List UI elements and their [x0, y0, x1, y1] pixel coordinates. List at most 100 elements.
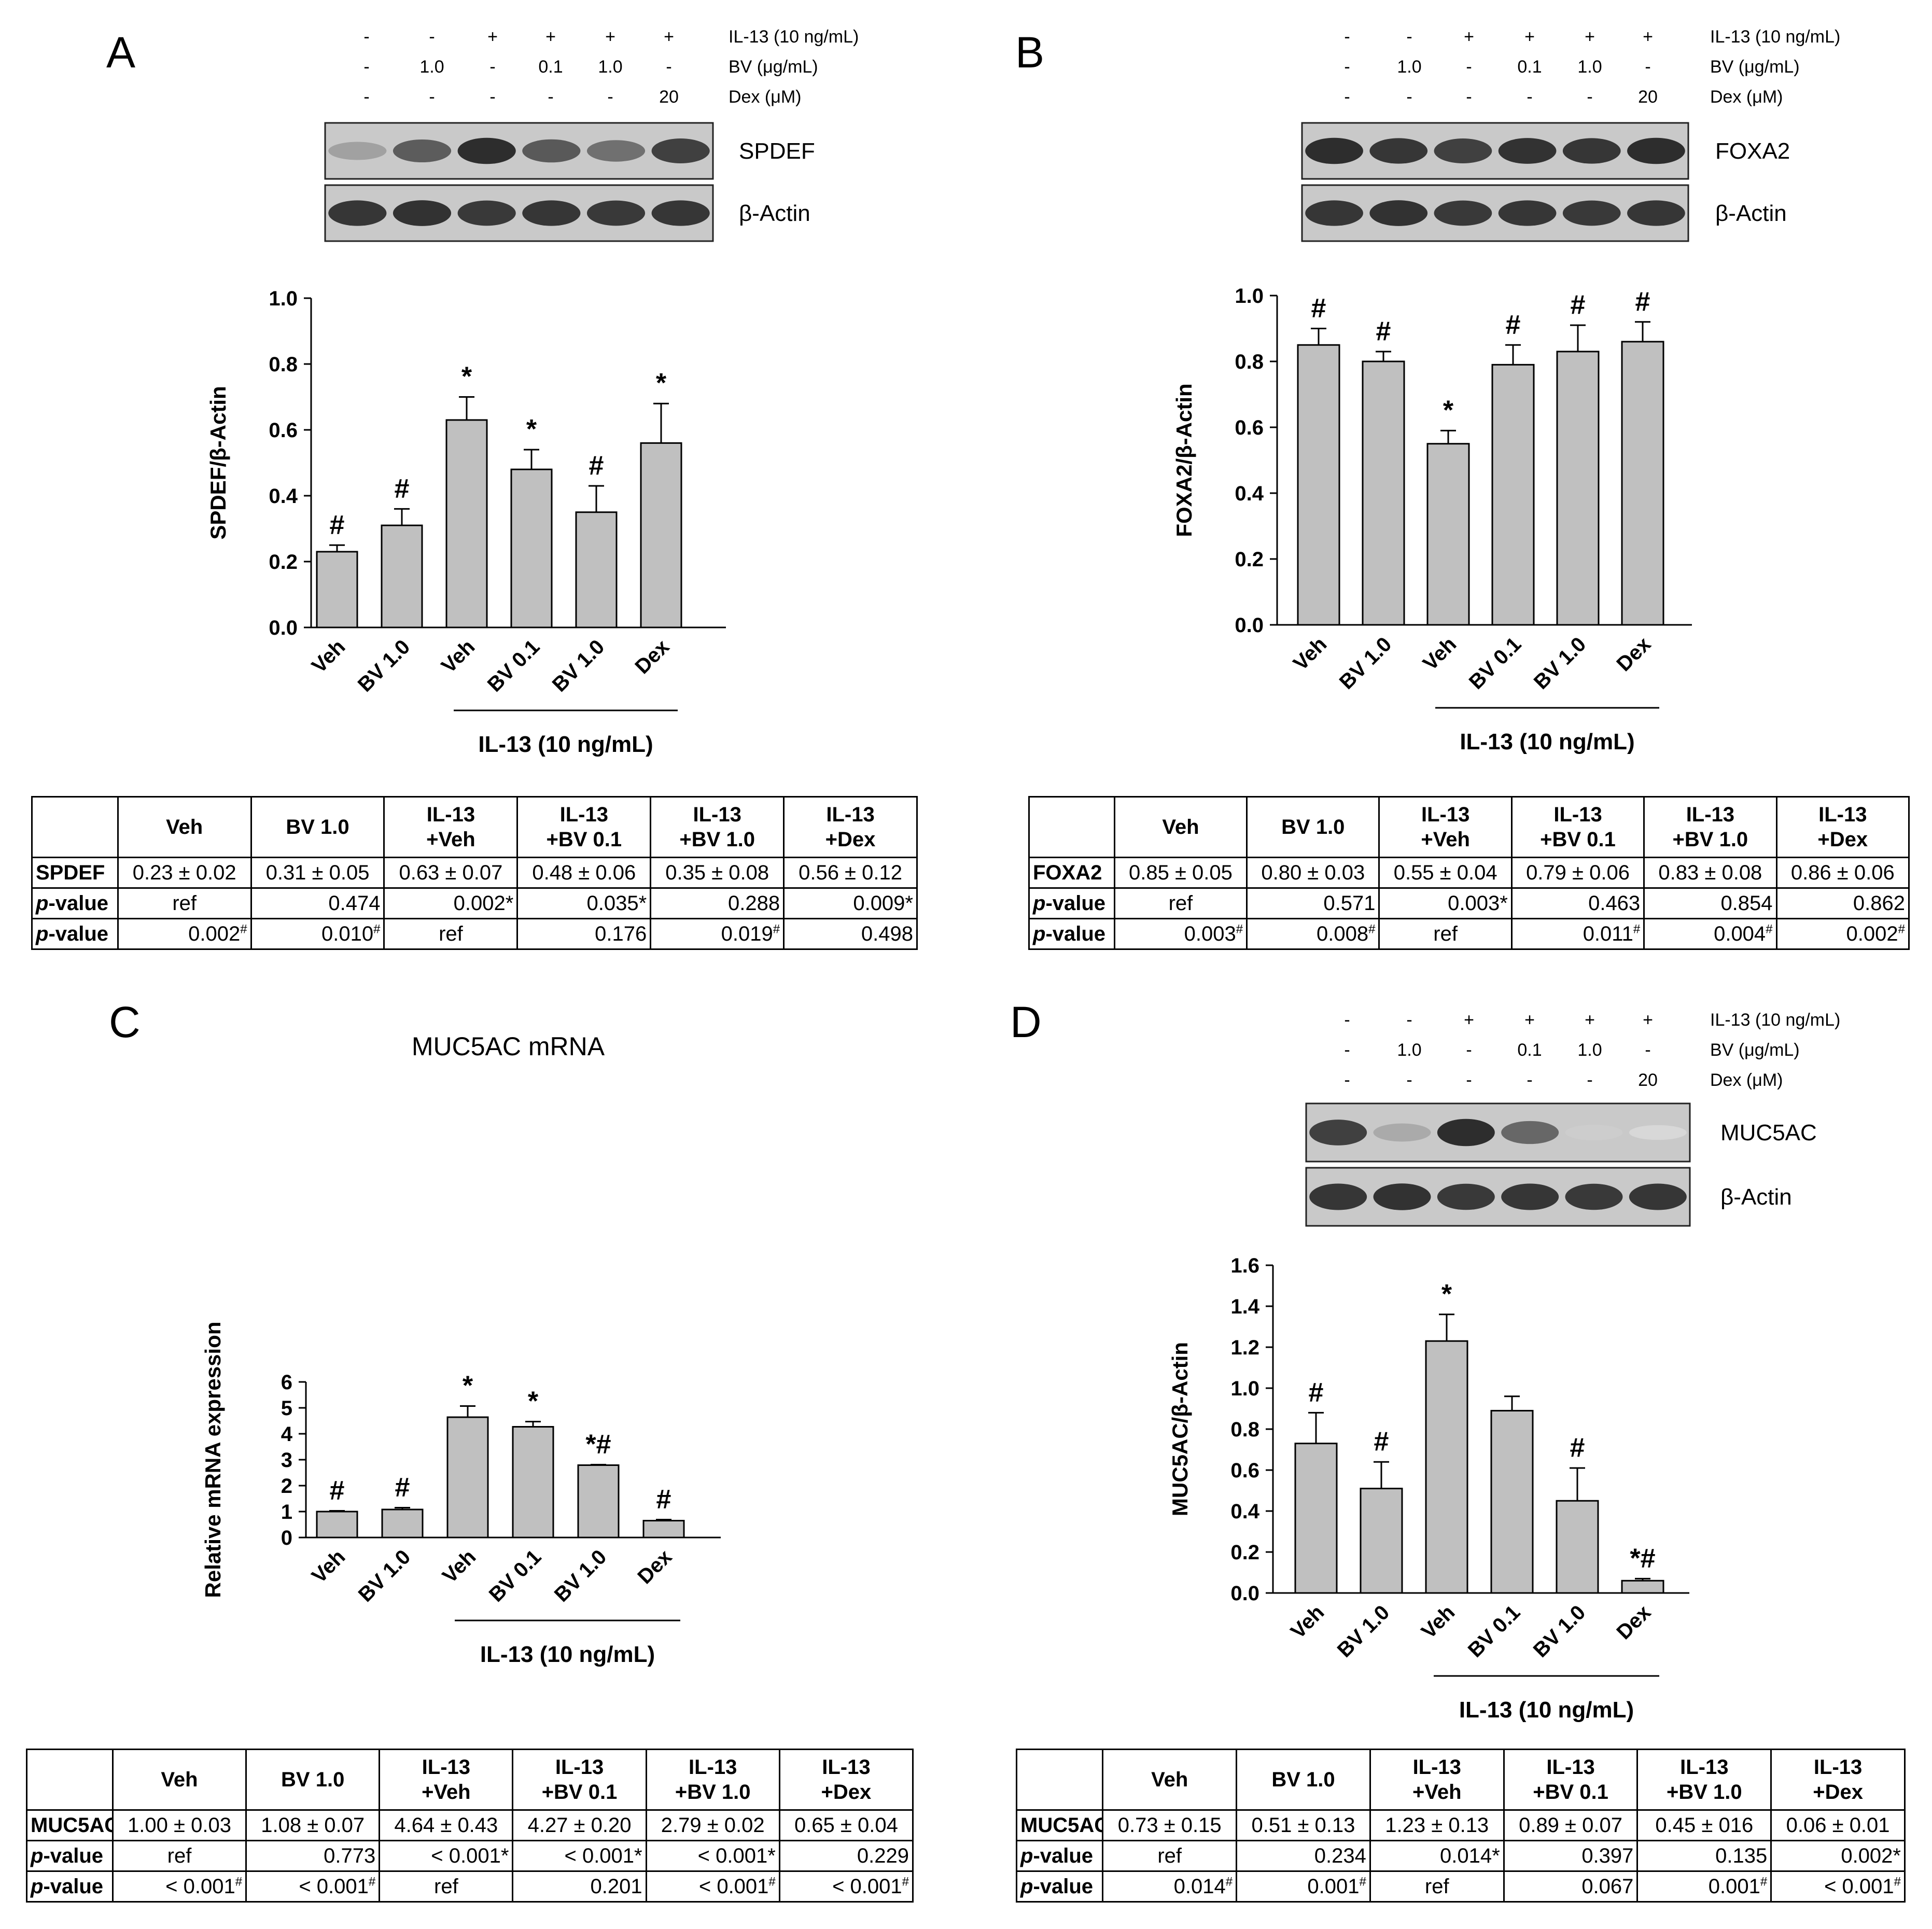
x-tick-label: BV 1.0: [550, 1545, 611, 1606]
blot-loading-label: β-Actin: [739, 201, 810, 226]
table-cell: 0.001#: [1636, 1870, 1772, 1903]
treatment-cell: -: [1406, 1010, 1412, 1030]
table-cell: 0.463: [1510, 887, 1645, 919]
bar: [1621, 341, 1664, 626]
table-header-text: IL-13 +BV 1.0: [1672, 803, 1748, 851]
table-cell: 0.23 ± 0.02: [117, 857, 252, 889]
table-cell: 0.229: [778, 1840, 914, 1872]
treatment-cell: -: [1527, 87, 1532, 107]
y-tick-label: 0.0: [269, 617, 298, 639]
x-tick-label: Veh: [307, 1545, 349, 1587]
blot-target: [324, 122, 714, 180]
treatment-label: BV (μg/mL): [729, 57, 818, 77]
table-row: SPDEF 0.23 ± 0.02 0.31 ± 0.05 0.63 ± 0.07 0.…: [31, 857, 918, 889]
treatment-cell: +: [1585, 27, 1595, 47]
table-header-cell: BV 1.0: [1236, 1749, 1371, 1811]
treatment-label: IL-13 (10 ng/mL): [729, 27, 859, 47]
panel-c: C MUC5AC mRNA 0 1 2 3 4 5 6 Relative mRNA express…: [0, 964, 966, 1929]
blot-band: [1501, 1121, 1559, 1144]
table-cell: 0.80 ± 0.03: [1246, 857, 1380, 889]
y-tick-label: 0.4: [269, 485, 298, 508]
table-cell: 0.001#: [1236, 1870, 1371, 1903]
table-header-row: Veh BV 1.0 IL-13 +Veh IL-13 +BV 0.1 IL-13 +B…: [26, 1749, 914, 1811]
table-header-cell: IL-13 +BV 1.0: [1643, 796, 1777, 858]
significance-mark: *: [463, 1371, 473, 1401]
treatment-cell: -: [429, 87, 435, 107]
blot-band: [1498, 138, 1557, 164]
bar: [577, 1464, 620, 1539]
treatment-cell: 0.1: [1517, 1040, 1542, 1060]
blot-band: [1369, 200, 1428, 226]
y-tick-label: 1.6: [1230, 1254, 1259, 1277]
table-header-text: IL-13 +BV 1.0: [1666, 1756, 1742, 1804]
treatment-cell: -: [489, 87, 495, 107]
table-header-cell: BV 1.0: [1246, 796, 1380, 858]
blot-band: [1434, 200, 1492, 226]
table-row-label: p-value: [31, 918, 119, 950]
significance-mark: #: [1376, 316, 1391, 346]
table-cell: 0.79 ± 0.06: [1510, 857, 1645, 889]
significance-mark: #: [1311, 293, 1326, 324]
blot-band: [1565, 1124, 1623, 1141]
table-row-label: p-value: [26, 1840, 114, 1872]
bar: [575, 511, 618, 628]
significance-mark: #: [589, 451, 604, 481]
panel-letter-a: A: [106, 28, 135, 77]
bar: [316, 551, 358, 628]
y-tick-label: 0.8: [1235, 351, 1264, 373]
treatment-cell: 1.0: [419, 57, 444, 77]
y-tick-label: 0.2: [269, 551, 298, 574]
blot-band: [457, 137, 516, 164]
table-cell: 0.288: [650, 887, 785, 919]
bar: [1362, 360, 1405, 626]
treatment-cell: -: [429, 27, 435, 47]
table-header-cell: IL-13 +Dex: [1770, 1749, 1906, 1811]
table-header-cell: IL-13 +Veh: [1378, 796, 1513, 858]
table-header-text: Veh: [166, 816, 203, 838]
blot-band: [1562, 138, 1621, 164]
y-tick-label: 6: [281, 1371, 292, 1394]
table-cell: < 0.001#: [1770, 1870, 1906, 1903]
table-header-cell: IL-13 +Dex: [778, 1749, 914, 1811]
y-tick-label: 0.2: [1235, 548, 1264, 571]
treatment-cell: -: [489, 57, 495, 77]
table-header-text: Veh: [1151, 1768, 1188, 1791]
significance-mark: *: [461, 362, 472, 392]
significance-mark: #: [395, 1473, 410, 1503]
y-tick-label: 0: [281, 1527, 292, 1549]
treatment-label: IL-13 (10 ng/mL): [1710, 1010, 1840, 1030]
table-cell: 0.008#: [1246, 918, 1380, 950]
treatment-cell: 1.0: [1577, 57, 1602, 77]
table-header-cell: BV 1.0: [250, 796, 385, 858]
bar: [446, 1416, 489, 1539]
significance-mark: *: [1443, 395, 1454, 425]
table-header-cell: IL-13 +BV 0.1: [512, 1749, 647, 1811]
treatment-cell: +: [1524, 27, 1535, 47]
blot-band: [1369, 138, 1428, 164]
group-label: IL-13 (10 ng/mL): [1459, 1697, 1634, 1723]
y-tick-label: 0.6: [1230, 1459, 1259, 1482]
table-cell: 0.002#: [117, 918, 252, 950]
table-cell: ref: [111, 1840, 247, 1872]
table-cell: ref: [379, 1870, 514, 1903]
y-tick-label: 0.2: [1230, 1541, 1259, 1564]
table-header-text: IL-13 +Veh: [1421, 803, 1470, 851]
table-cell: 0.86 ± 0.06: [1775, 857, 1910, 889]
x-tick-label: BV 1.0: [1530, 633, 1591, 694]
table-row-label: FOXA2: [1028, 857, 1115, 889]
table-header-text: IL-13 +BV 0.1: [541, 1756, 618, 1804]
table-cell: ref: [1378, 918, 1513, 950]
x-tick-label: Dex: [631, 635, 674, 678]
blot-band: [522, 200, 581, 226]
table-header-text: IL-13 +BV 0.1: [1540, 803, 1616, 851]
panel-b-figure: B - - + + + + IL-13 (10 ng/mL) - 1.0 - 0.1 1.0 - BV (μ…: [1015, 27, 1840, 754]
treatment-cell: -: [666, 57, 671, 77]
y-tick-label: 1: [281, 1501, 292, 1523]
treatment-label: Dex (μM): [729, 87, 801, 107]
x-tick-label: Dex: [1612, 633, 1655, 676]
y-axis-label: SPDEF/β-Actin: [206, 386, 230, 539]
blot-band: [1309, 1183, 1367, 1210]
x-tick-label: Veh: [1286, 1601, 1328, 1643]
table-cell: 0.571: [1246, 887, 1380, 919]
table-header-cell: IL-13 +BV 0.1: [1510, 796, 1645, 858]
